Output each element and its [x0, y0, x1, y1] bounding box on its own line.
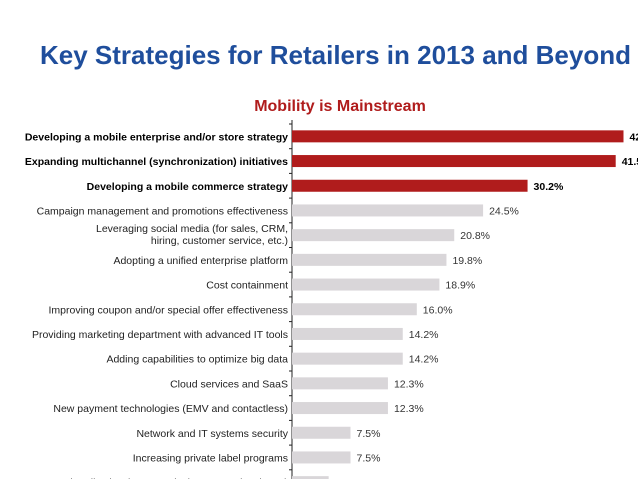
bar	[292, 451, 351, 464]
value-label: 24.5%	[489, 205, 519, 217]
value-label: 12.3%	[394, 403, 424, 415]
bar	[292, 179, 528, 192]
value-label: 18.9%	[445, 280, 475, 292]
category-label: Developing a mobile enterprise and/or st…	[25, 131, 288, 143]
bar	[292, 327, 403, 340]
value-label: 7.5%	[357, 428, 381, 440]
value-label: 12.3%	[394, 378, 424, 390]
bar	[292, 476, 329, 479]
category-label: Improving coupon and/or special offer ef…	[48, 304, 288, 316]
bar	[292, 229, 455, 242]
category-label-line: Leveraging social media (for sales, CRM,	[96, 223, 288, 235]
bar	[292, 303, 417, 316]
category-label: Adding capabilities to optimize big data	[106, 354, 288, 366]
value-label: 42.5%	[630, 131, 638, 143]
bar	[292, 155, 616, 168]
value-label: 14.2%	[409, 329, 439, 341]
bar	[292, 402, 388, 415]
bars-layer: Developing a mobile enterprise and/or st…	[25, 123, 638, 479]
bar	[292, 377, 388, 390]
category-label: New payment technologies (EMV and contac…	[53, 403, 288, 415]
bar	[292, 253, 447, 266]
bar	[292, 130, 624, 143]
value-label: 20.8%	[460, 230, 490, 242]
category-label: Expanding multichannel (synchronization)…	[25, 156, 288, 168]
value-label: 19.8%	[452, 255, 482, 267]
category-label: Developing a mobile commerce strategy	[87, 181, 288, 193]
bar	[292, 352, 403, 365]
category-label: Virtualization (storage, desktop, store-…	[64, 477, 289, 479]
value-label: 4.7%	[335, 477, 359, 479]
value-label: 41.5%	[622, 156, 638, 168]
value-label: 7.5%	[357, 452, 381, 464]
category-label: Network and IT systems security	[136, 428, 288, 440]
slide-title: Key Strategies for Retailers in 2013 and…	[40, 40, 631, 70]
bar	[292, 204, 484, 217]
value-label: 30.2%	[534, 181, 564, 193]
bar	[292, 278, 440, 291]
chart-title: Mobility is Mainstream	[254, 98, 426, 115]
category-label: Increasing private label programs	[133, 452, 288, 464]
bar	[292, 426, 351, 439]
value-label: 16.0%	[423, 304, 453, 316]
category-label: Campaign management and promotions effec…	[37, 205, 288, 217]
category-label: Providing marketing department with adva…	[32, 329, 288, 341]
category-label: Cost containment	[206, 280, 288, 292]
category-label: Leveraging social media (for sales, CRM,…	[96, 223, 288, 247]
category-label: Cloud services and SaaS	[170, 378, 288, 390]
category-label-line: hiring, customer service, etc.)	[151, 235, 288, 247]
value-label: 14.2%	[409, 354, 439, 366]
category-label: Adopting a unified enterprise platform	[113, 255, 288, 267]
